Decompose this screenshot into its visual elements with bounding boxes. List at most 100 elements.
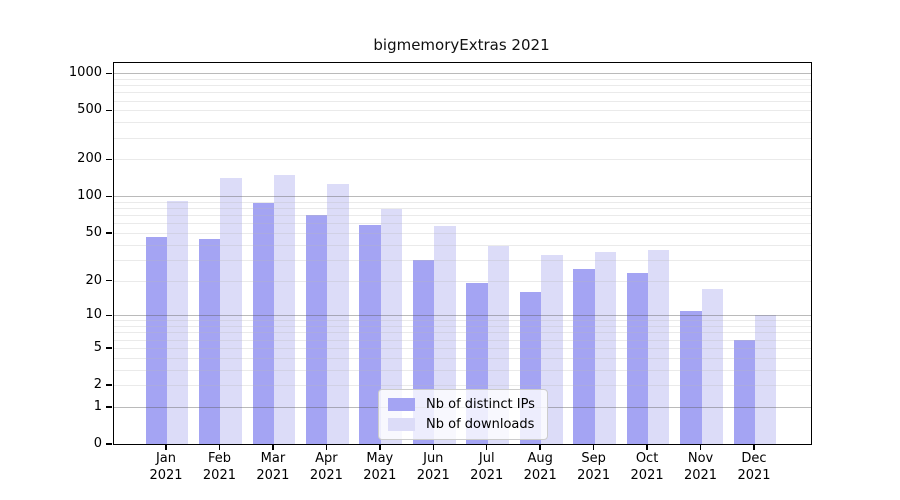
gridline-minor xyxy=(114,223,811,225)
x-tick-mark xyxy=(592,444,595,451)
bar-distinct-ips-sep xyxy=(573,269,595,444)
x-tick-mark xyxy=(539,444,541,451)
y-tick-label: 200 xyxy=(77,151,102,167)
x-tick-mark xyxy=(272,444,274,451)
bar-downloads-apr xyxy=(327,184,349,444)
x-tick-label: Mar 2021 xyxy=(241,451,305,484)
y-tick-mark xyxy=(106,384,112,386)
bar-distinct-ips-nov xyxy=(680,310,702,444)
y-tick-label: 20 xyxy=(85,272,102,288)
x-tick-year: 2021 xyxy=(630,467,664,483)
y-tick-label: 500 xyxy=(77,102,102,118)
gridline-minor xyxy=(114,122,811,124)
x-tick-label: Aug 2021 xyxy=(508,451,572,484)
y-tick-mark xyxy=(106,109,112,112)
y-tick-mark xyxy=(106,314,112,317)
legend-swatch-downloads xyxy=(388,418,415,431)
y-tick-label: 2 xyxy=(93,377,102,393)
gridline-minor xyxy=(114,215,811,217)
x-tick-label: Nov 2021 xyxy=(669,451,733,484)
x-tick-mark xyxy=(218,444,221,451)
legend-swatch-distinct-ips xyxy=(388,398,415,411)
x-tick-label: Dec 2021 xyxy=(722,451,786,484)
plot-area: Nb of distinct IPs Nb of downloads xyxy=(113,62,812,445)
gridline-minor xyxy=(114,201,811,203)
x-tick-year: 2021 xyxy=(470,467,504,483)
gridline-minor xyxy=(114,137,811,139)
y-tick-mark xyxy=(106,232,112,234)
legend-label-distinct-ips: Nb of distinct IPs xyxy=(426,397,535,412)
y-tick-mark xyxy=(106,158,112,161)
gridline-minor xyxy=(114,78,811,80)
x-tick-label: Jun 2021 xyxy=(401,451,465,484)
x-tick-year: 2021 xyxy=(737,467,771,483)
y-tick-label: 100 xyxy=(77,188,102,204)
y-tick-label: 1000 xyxy=(68,65,102,81)
legend-row-downloads: Nb of downloads xyxy=(388,417,535,432)
gridline-minor xyxy=(114,232,811,234)
x-tick-mark xyxy=(432,444,435,451)
x-tick-mark xyxy=(165,444,167,451)
gridline-major xyxy=(114,73,811,75)
x-tick-mark xyxy=(379,444,381,451)
gridline-minor xyxy=(114,100,811,102)
y-tick-label: 50 xyxy=(85,224,102,240)
x-tick-label: Jan 2021 xyxy=(134,451,198,484)
x-tick-year: 2021 xyxy=(309,467,343,483)
x-tick-year: 2021 xyxy=(523,467,557,483)
x-tick-label: Sep 2021 xyxy=(562,451,626,484)
x-tick-year: 2021 xyxy=(202,467,236,483)
gridline-minor xyxy=(114,208,811,210)
x-tick-year: 2021 xyxy=(416,467,450,483)
legend-label-downloads: Nb of downloads xyxy=(426,417,535,432)
y-tick-mark xyxy=(106,279,112,282)
gridline-minor xyxy=(114,92,811,94)
gridline-minor xyxy=(114,110,811,112)
bar-distinct-ips-may xyxy=(359,225,381,444)
x-tick-label: May 2021 xyxy=(348,451,412,484)
x-tick-mark xyxy=(753,444,755,451)
x-tick-mark xyxy=(699,444,702,451)
y-tick-mark xyxy=(106,347,112,349)
gridline-minor xyxy=(114,85,811,87)
gridline-major xyxy=(114,196,811,198)
x-tick-year: 2021 xyxy=(256,467,290,483)
bar-downloads-dec xyxy=(755,315,777,444)
y-tick-mark xyxy=(106,443,112,445)
bar-downloads-may xyxy=(380,208,403,444)
x-tick-label: Jul 2021 xyxy=(455,451,519,484)
chart-title: bigmemoryExtras 2021 xyxy=(373,36,550,54)
bar-distinct-ips-jan xyxy=(145,237,167,444)
y-tick-mark xyxy=(106,72,112,75)
x-tick-year: 2021 xyxy=(149,467,183,483)
x-tick-year: 2021 xyxy=(363,467,397,483)
bar-downloads-nov xyxy=(701,288,723,444)
x-tick-mark xyxy=(646,444,648,451)
y-tick-label: 1 xyxy=(93,398,102,414)
y-tick-label: 0 xyxy=(93,436,102,451)
bar-distinct-ips-dec xyxy=(733,339,755,444)
x-tick-label: Oct 2021 xyxy=(615,451,679,484)
bar-distinct-ips-feb xyxy=(199,238,221,444)
x-tick-label: Feb 2021 xyxy=(187,451,251,484)
bar-downloads-mar xyxy=(273,174,296,444)
legend-row-distinct-ips: Nb of distinct IPs xyxy=(388,397,535,412)
x-tick-year: 2021 xyxy=(683,467,718,483)
bar-downloads-sep xyxy=(594,251,617,444)
gridline-minor xyxy=(114,159,811,161)
bar-distinct-ips-oct xyxy=(626,273,649,444)
y-tick-label: 10 xyxy=(85,307,102,323)
x-tick-mark xyxy=(485,444,488,451)
x-tick-mark xyxy=(325,444,328,451)
x-tick-year: 2021 xyxy=(577,467,611,483)
bar-distinct-ips-apr xyxy=(305,215,328,444)
y-tick-mark xyxy=(106,195,112,198)
y-tick-label: 5 xyxy=(93,339,102,355)
bar-downloads-feb xyxy=(220,177,242,444)
legend: Nb of distinct IPs Nb of downloads xyxy=(378,389,548,440)
y-tick-mark xyxy=(106,406,112,408)
bar-distinct-ips-mar xyxy=(252,203,274,444)
bar-downloads-jan xyxy=(167,201,189,444)
x-tick-label: Apr 2021 xyxy=(294,451,358,484)
